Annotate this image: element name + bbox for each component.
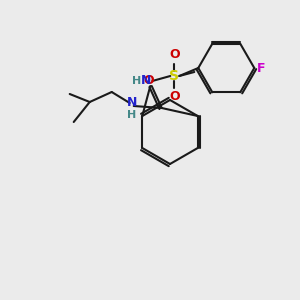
Text: N: N: [127, 97, 137, 110]
Text: F: F: [257, 61, 266, 74]
Text: O: O: [169, 49, 180, 62]
Text: O: O: [169, 91, 180, 103]
Text: H: H: [132, 76, 141, 86]
Text: N: N: [141, 74, 152, 88]
Text: H: H: [127, 110, 136, 120]
Text: O: O: [143, 74, 154, 86]
Text: S: S: [169, 69, 179, 83]
